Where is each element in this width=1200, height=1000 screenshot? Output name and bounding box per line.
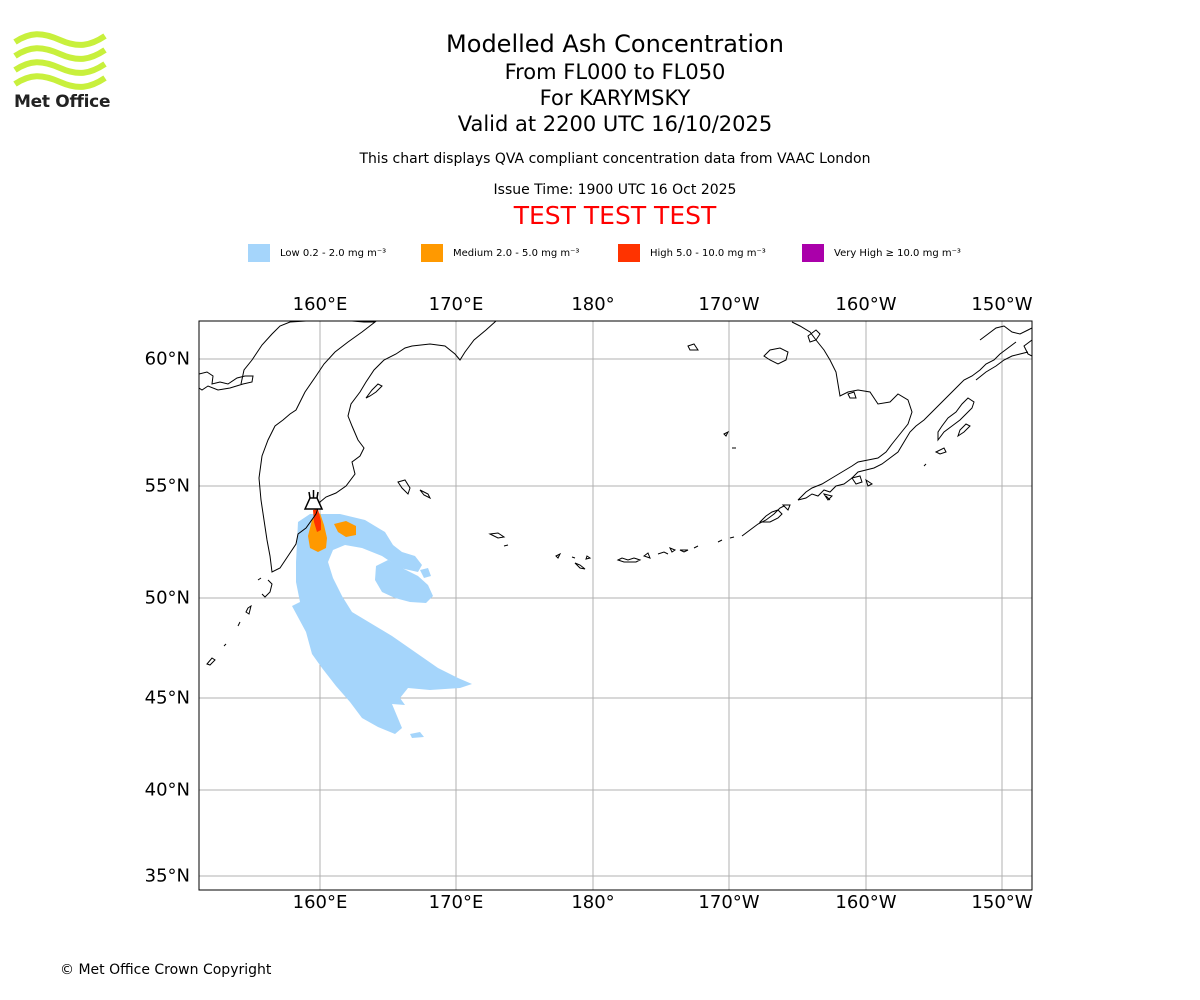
lon-label-top: 160°E: [292, 294, 348, 315]
lat-label: 60°N: [144, 348, 190, 370]
lon-label-bottom: 180°: [571, 892, 615, 913]
test-banner: TEST TEST TEST: [513, 201, 717, 230]
legend-swatch-medium: [421, 244, 443, 262]
legend-label-medium: Medium 2.0 - 5.0 mg m⁻³: [453, 247, 580, 259]
legend-item-high: High 5.0 - 10.0 mg m⁻³: [618, 244, 766, 262]
map-frame: [198, 320, 1033, 891]
flight-levels: From FL000 to FL050: [504, 60, 726, 84]
lon-label-bottom: 160°E: [292, 892, 348, 913]
ash-area-low: [292, 514, 472, 734]
legend-label-high: High 5.0 - 10.0 mg m⁻³: [650, 247, 766, 259]
legend-swatch-low: [248, 244, 270, 262]
legend-label-very-high: Very High ≥ 10.0 mg m⁻³: [834, 247, 961, 259]
legend-item-very-high: Very High ≥ 10.0 mg m⁻³: [802, 244, 961, 262]
lat-label: 55°N: [144, 475, 190, 497]
lon-label-top: 180°: [571, 294, 615, 315]
lon-label-bottom: 170°W: [698, 892, 760, 913]
legend-label-low: Low 0.2 - 2.0 mg m⁻³: [280, 247, 387, 259]
lat-label: 35°N: [144, 865, 190, 887]
volcano-name: For KARYMSKY: [539, 86, 691, 110]
issue-time: Issue Time: 1900 UTC 16 Oct 2025: [493, 182, 737, 198]
ash-area-low: [375, 560, 433, 603]
lon-label-bottom: 170°E: [428, 892, 484, 913]
met-office-logo-text: Met Office: [14, 92, 111, 112]
lon-label-top: 170°E: [428, 294, 484, 315]
chart-titles: Modelled Ash Concentration From FL000 to…: [215, 30, 1015, 230]
valid-time: Valid at 2200 UTC 16/10/2025: [457, 112, 773, 136]
volcano-icon: [303, 490, 324, 510]
legend-swatch-high: [618, 244, 640, 262]
met-office-logo: [13, 31, 107, 90]
ash-area-medium: [334, 521, 356, 537]
legend-item-low: Low 0.2 - 2.0 mg m⁻³: [248, 244, 386, 262]
ash-area-low: [420, 568, 431, 578]
ash-area-low: [410, 732, 424, 738]
lon-label-top: 160°W: [835, 294, 897, 315]
copyright: © Met Office Crown Copyright: [60, 962, 272, 978]
legend-item-medium: Medium 2.0 - 5.0 mg m⁻³: [421, 244, 579, 262]
lon-label-top: 170°W: [698, 294, 760, 315]
lat-label: 40°N: [144, 779, 190, 801]
lat-label: 45°N: [144, 687, 190, 709]
lon-label-bottom: 150°W: [971, 892, 1033, 913]
legend-swatch-very-high: [802, 244, 824, 262]
qva-note: This chart displays QVA compliant concen…: [359, 151, 871, 167]
lat-label: 50°N: [144, 587, 190, 609]
lon-label-top: 150°W: [971, 294, 1033, 315]
lon-label-bottom: 160°W: [835, 892, 897, 913]
chart-title: Modelled Ash Concentration: [446, 30, 784, 58]
ash-area-medium: [308, 513, 327, 552]
legend: Low 0.2 - 2.0 mg m⁻³ Medium 2.0 - 5.0 mg…: [248, 244, 1008, 264]
